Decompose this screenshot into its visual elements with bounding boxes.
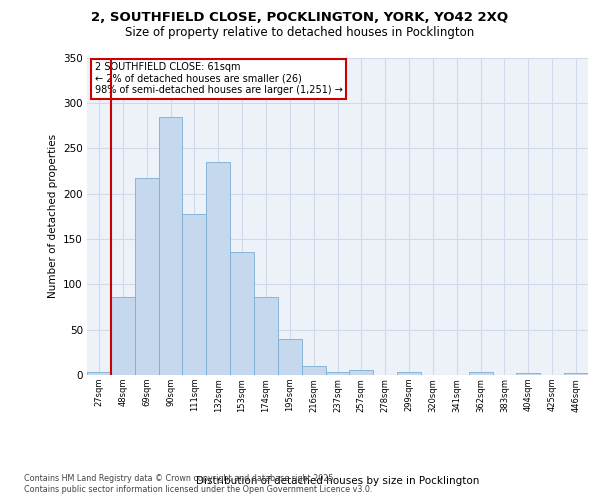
- Bar: [517, 373, 540, 375]
- Y-axis label: Number of detached properties: Number of detached properties: [47, 134, 58, 298]
- Text: Contains public sector information licensed under the Open Government Licence v3: Contains public sector information licen…: [24, 485, 373, 494]
- Text: 2 SOUTHFIELD CLOSE: 61sqm
← 2% of detached houses are smaller (26)
98% of semi-d: 2 SOUTHFIELD CLOSE: 61sqm ← 2% of detach…: [95, 62, 343, 96]
- Text: Contains HM Land Registry data © Crown copyright and database right 2025.: Contains HM Land Registry data © Crown c…: [24, 474, 336, 483]
- Bar: [397, 372, 421, 375]
- Bar: [111, 297, 135, 375]
- Bar: [206, 162, 230, 375]
- Bar: [469, 372, 493, 375]
- Bar: [158, 118, 182, 375]
- Bar: [564, 373, 588, 375]
- Bar: [87, 372, 111, 375]
- Bar: [326, 372, 349, 375]
- Bar: [302, 366, 326, 375]
- Text: Size of property relative to detached houses in Pocklington: Size of property relative to detached ho…: [125, 26, 475, 39]
- Bar: [278, 338, 302, 375]
- Bar: [349, 370, 373, 375]
- X-axis label: Distribution of detached houses by size in Pocklington: Distribution of detached houses by size …: [196, 476, 479, 486]
- Text: 2, SOUTHFIELD CLOSE, POCKLINGTON, YORK, YO42 2XQ: 2, SOUTHFIELD CLOSE, POCKLINGTON, YORK, …: [91, 11, 509, 24]
- Bar: [230, 252, 254, 375]
- Bar: [182, 214, 206, 375]
- Bar: [254, 297, 278, 375]
- Bar: [135, 178, 158, 375]
